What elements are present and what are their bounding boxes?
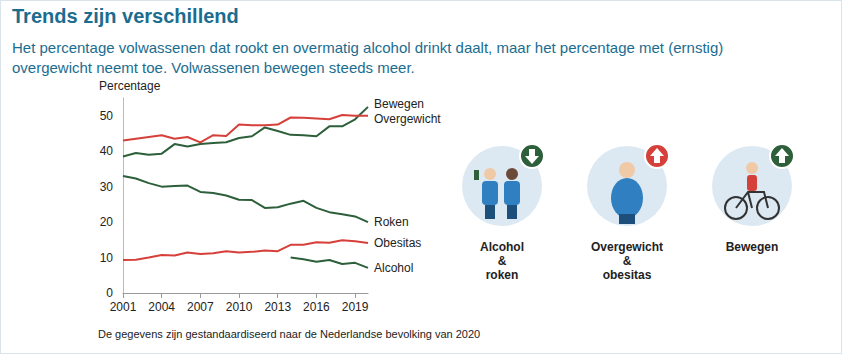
svg-text:Overgewicht: Overgewicht xyxy=(374,112,441,126)
svg-text:2010: 2010 xyxy=(226,300,253,314)
html-text:roken: roken xyxy=(485,268,519,282)
html-text:obesitas: obesitas xyxy=(602,268,652,282)
svg-text:10: 10 xyxy=(100,251,114,265)
svg-text:Percentage: Percentage xyxy=(99,79,161,93)
svg-text:30: 30 xyxy=(100,180,114,194)
svg-text:2016: 2016 xyxy=(303,300,330,314)
html-text:Overgewicht: Overgewicht xyxy=(591,240,663,254)
svg-text:2013: 2013 xyxy=(264,300,291,314)
svg-text:Obesitas: Obesitas xyxy=(374,236,421,250)
svg-text:2019: 2019 xyxy=(342,300,369,314)
svg-text:50: 50 xyxy=(100,109,114,123)
html-text:De gegevens zijn gestandaardis: De gegevens zijn gestandaardiseerd naar … xyxy=(98,328,481,340)
svg-text:20: 20 xyxy=(100,215,114,229)
svg-text:40: 40 xyxy=(100,144,114,158)
svg-text:2004: 2004 xyxy=(148,300,175,314)
svg-text:2001: 2001 xyxy=(110,300,137,314)
html-text:Trends zijn verschillend: Trends zijn verschillend xyxy=(12,5,239,27)
svg-text:2007: 2007 xyxy=(187,300,214,314)
svg-text:Bewegen: Bewegen xyxy=(374,97,424,111)
html-text:Bewegen: Bewegen xyxy=(725,240,779,254)
svg-text:Alcohol: Alcohol xyxy=(374,261,413,275)
html-text:Alcohol: Alcohol xyxy=(480,240,524,254)
svg-text:0: 0 xyxy=(106,286,113,300)
svg-text:Roken: Roken xyxy=(374,215,409,229)
html-text:Het percentage volwassenen dat: Het percentage volwassenen dat rookt en … xyxy=(12,39,724,76)
